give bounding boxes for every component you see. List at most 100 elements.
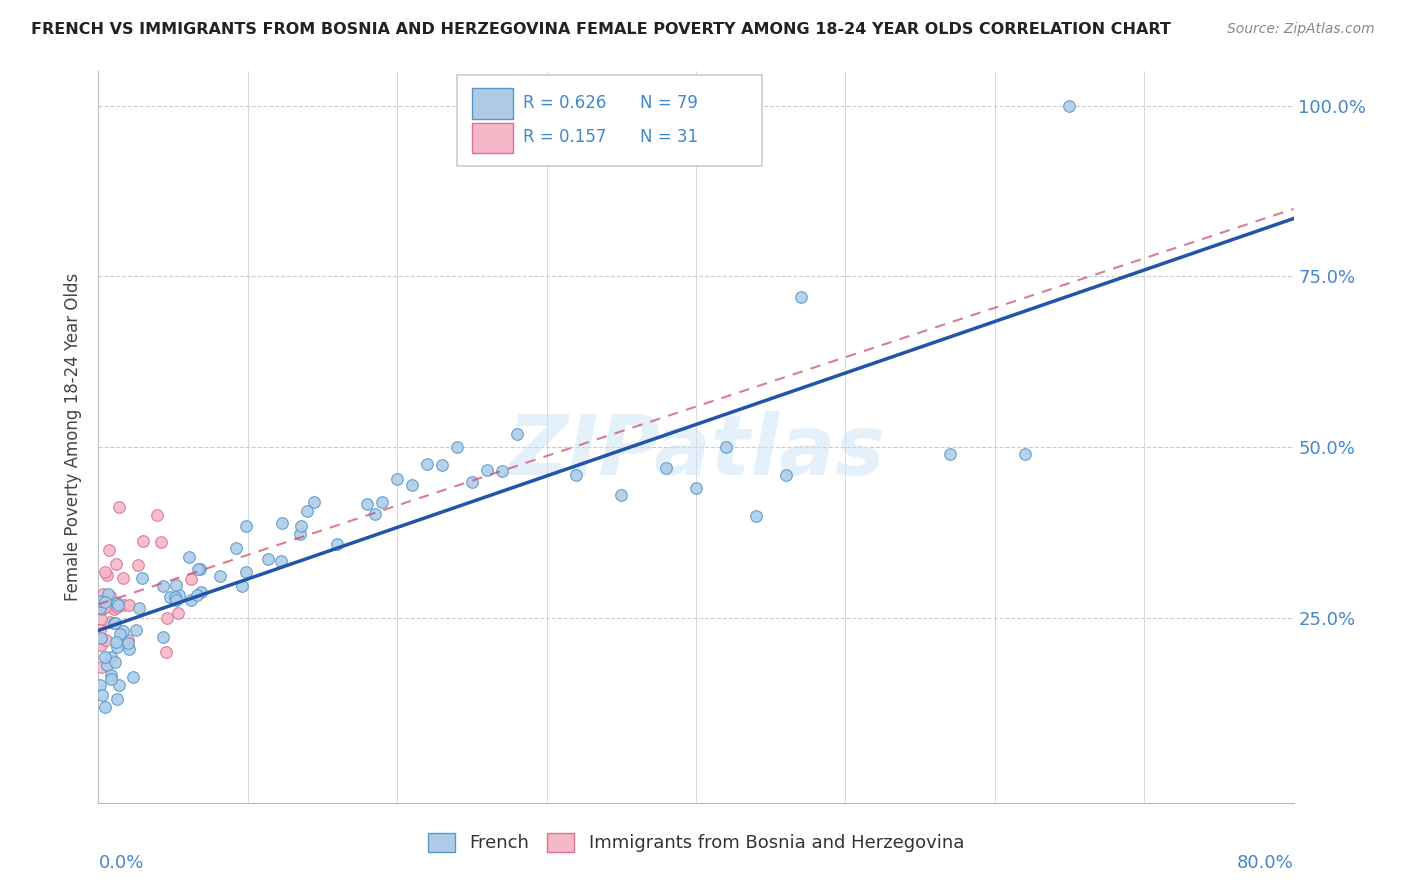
Point	[112, 624, 135, 638]
Point	[90, 631, 112, 645]
Point	[105, 640, 128, 654]
Point	[100, 667, 122, 681]
Point	[165, 577, 187, 591]
Point	[271, 516, 294, 530]
Point	[91, 595, 114, 609]
Point	[714, 440, 737, 454]
Point	[125, 623, 148, 637]
Point	[939, 447, 962, 461]
Point	[235, 565, 257, 579]
Point	[104, 615, 127, 630]
Point	[100, 673, 122, 687]
Point	[326, 537, 349, 551]
Point	[104, 655, 127, 669]
Point	[103, 615, 125, 630]
Point	[98, 590, 121, 604]
Point	[446, 440, 468, 454]
Point	[89, 601, 111, 615]
Point	[105, 596, 128, 610]
Text: 80.0%: 80.0%	[1237, 854, 1294, 872]
FancyBboxPatch shape	[457, 75, 762, 167]
Point	[94, 599, 117, 614]
Point	[190, 585, 212, 599]
Point	[152, 630, 174, 644]
Point	[96, 568, 118, 582]
Point	[127, 558, 149, 573]
Point	[290, 527, 312, 541]
Point	[89, 594, 111, 608]
Point	[371, 495, 394, 509]
FancyBboxPatch shape	[472, 88, 513, 119]
Point	[94, 650, 117, 665]
Point	[104, 634, 127, 648]
Point	[163, 591, 186, 605]
Text: 0.0%: 0.0%	[98, 854, 143, 872]
Point	[108, 678, 131, 692]
Point	[385, 472, 409, 486]
Point	[90, 659, 112, 673]
Point	[111, 571, 134, 585]
Point	[180, 572, 202, 586]
Point	[1014, 447, 1036, 461]
Point	[93, 595, 115, 609]
Point	[108, 500, 131, 515]
Text: N = 31: N = 31	[640, 128, 697, 146]
Point	[187, 562, 209, 576]
Point	[356, 497, 378, 511]
Y-axis label: Female Poverty Among 18-24 Year Olds: Female Poverty Among 18-24 Year Olds	[65, 273, 83, 601]
Point	[96, 658, 118, 673]
Point	[105, 599, 128, 614]
Point	[745, 508, 768, 523]
Point	[90, 638, 112, 652]
Point	[159, 590, 181, 604]
Point	[789, 290, 811, 304]
Point	[209, 569, 232, 583]
Point	[165, 592, 187, 607]
FancyBboxPatch shape	[472, 122, 513, 153]
Text: R = 0.157: R = 0.157	[523, 128, 606, 146]
Point	[107, 598, 129, 612]
Point	[302, 495, 325, 509]
Point	[132, 533, 155, 548]
Point	[1059, 98, 1081, 112]
Point	[270, 554, 292, 568]
Point	[149, 535, 172, 549]
Point	[118, 641, 141, 656]
Legend: French, Immigrants from Bosnia and Herzegovina: French, Immigrants from Bosnia and Herze…	[420, 826, 972, 860]
Point	[98, 615, 121, 629]
Point	[117, 636, 139, 650]
Point	[156, 611, 179, 625]
Point	[179, 549, 201, 564]
Point	[186, 588, 208, 602]
Point	[416, 457, 439, 471]
Point	[100, 650, 122, 665]
Point	[105, 692, 128, 706]
Point	[655, 460, 678, 475]
Point	[146, 508, 169, 523]
Point	[104, 557, 127, 571]
Point	[91, 601, 114, 615]
Point	[295, 504, 318, 518]
Point	[461, 475, 484, 490]
Point	[103, 602, 125, 616]
Point	[96, 633, 118, 648]
Text: R = 0.626: R = 0.626	[523, 94, 606, 112]
Point	[108, 627, 131, 641]
Point	[491, 464, 513, 478]
Point	[685, 481, 707, 495]
Point	[97, 587, 120, 601]
Point	[506, 426, 529, 441]
Point	[117, 632, 139, 647]
Point	[94, 565, 117, 579]
Point	[256, 552, 278, 566]
Text: FRENCH VS IMMIGRANTS FROM BOSNIA AND HERZEGOVINA FEMALE POVERTY AMONG 18-24 YEAR: FRENCH VS IMMIGRANTS FROM BOSNIA AND HER…	[31, 22, 1171, 37]
Point	[122, 671, 145, 685]
Point	[565, 467, 588, 482]
Point	[235, 518, 257, 533]
Point	[118, 598, 141, 612]
Text: Source: ZipAtlas.com: Source: ZipAtlas.com	[1227, 22, 1375, 37]
Point	[401, 478, 423, 492]
Point	[167, 606, 190, 620]
Point	[131, 571, 153, 585]
Point	[128, 601, 150, 615]
